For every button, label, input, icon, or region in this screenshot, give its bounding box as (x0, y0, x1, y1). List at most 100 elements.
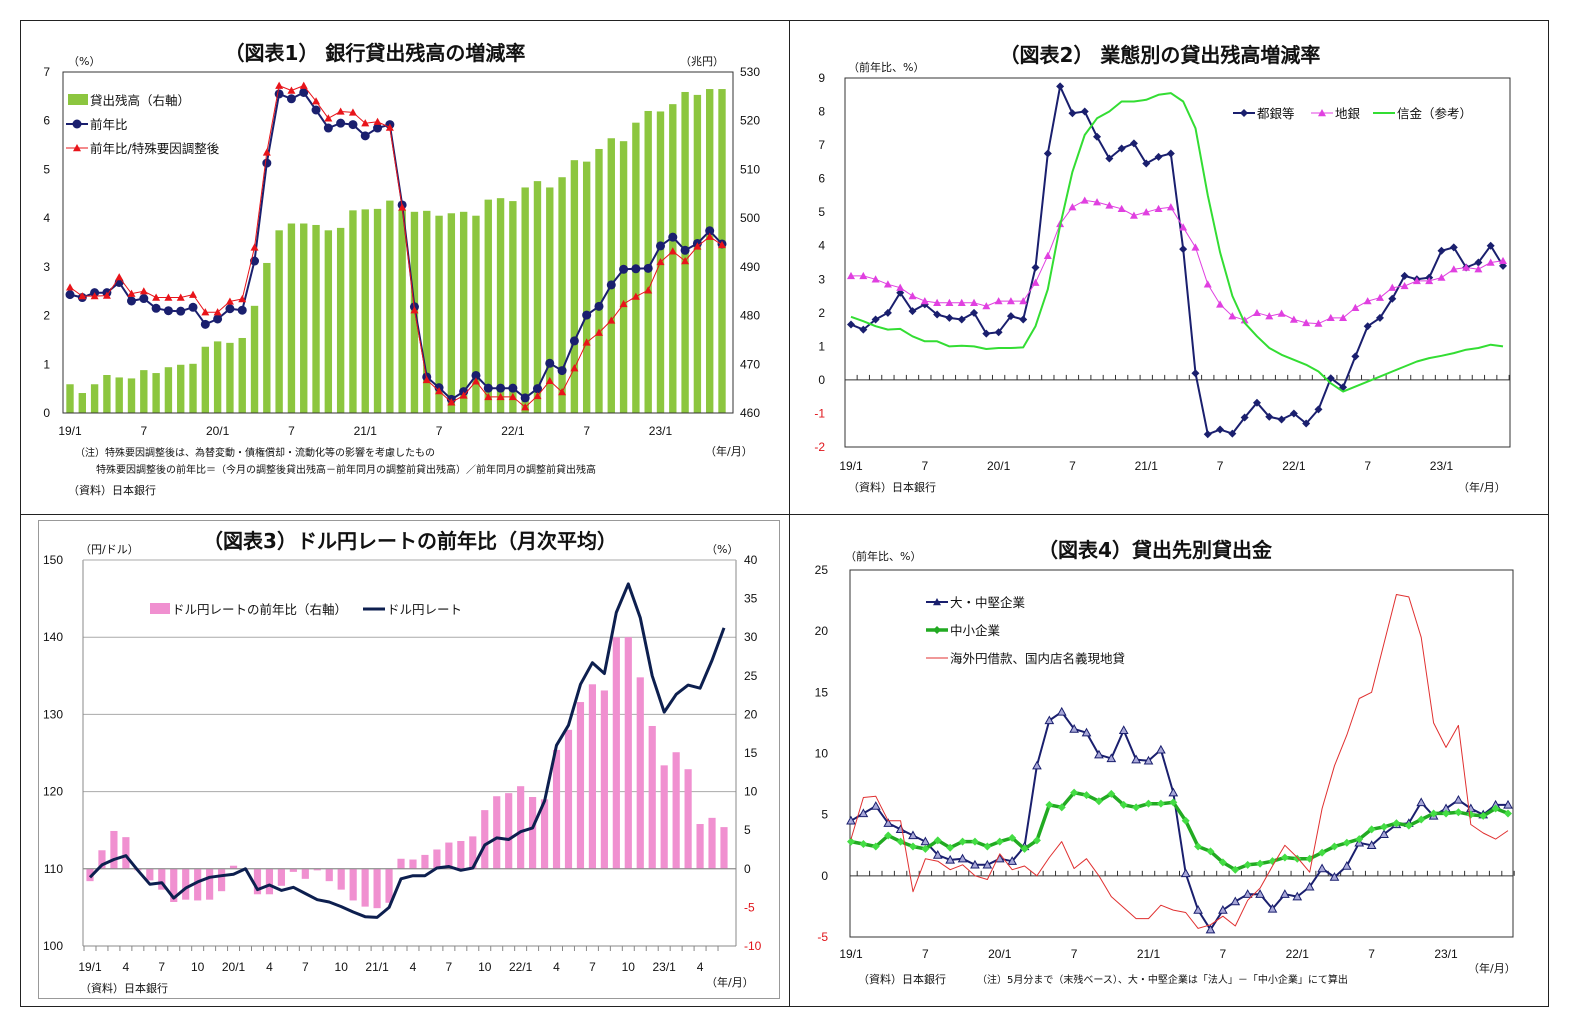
data-point-diamond (1105, 154, 1114, 163)
data-point-diamond (1277, 415, 1286, 424)
data-point-triangle (1019, 297, 1028, 305)
legend-marker (933, 626, 941, 634)
data-point-diamond (1056, 82, 1065, 91)
data-point-diamond (994, 328, 1003, 337)
x-tick-label: 20/1 (222, 960, 246, 974)
data-point-triangle (1363, 297, 1372, 305)
data-point-triangle (957, 298, 966, 306)
data-point-triangle (668, 247, 677, 255)
bar (127, 378, 136, 413)
data-point-triangle (324, 114, 333, 122)
bar (708, 817, 716, 869)
bar (693, 94, 702, 413)
bar (177, 364, 185, 413)
data-point-triangle (1474, 265, 1483, 273)
x-tick-label: 23/1 (653, 960, 677, 974)
data-point-triangle (970, 298, 979, 306)
data-point-triangle (1129, 211, 1138, 219)
bar (275, 230, 283, 413)
data-point-triangle (1166, 203, 1175, 211)
data-point-circle (594, 301, 604, 311)
data-point-diamond (1231, 865, 1240, 874)
data-point-triangle (336, 107, 345, 115)
data-point-diamond (1169, 798, 1178, 807)
bar (337, 868, 345, 890)
data-point-triangle (908, 292, 917, 300)
data-point-circle (631, 264, 641, 274)
data-point-circle (65, 290, 75, 300)
data-point-diamond (1154, 152, 1163, 161)
x-tick-label: 21/1 (1137, 947, 1161, 961)
data-point-triangle (846, 815, 856, 825)
data-point-diamond (1094, 797, 1103, 806)
bar (206, 868, 214, 900)
data-point-triangle (496, 392, 505, 401)
x-tick-label: 7 (1220, 947, 1227, 961)
bar (445, 842, 453, 869)
data-point-diamond (1474, 258, 1483, 267)
y-left-tick-label: 15 (815, 685, 829, 699)
y-right-tick-label: 480 (740, 309, 760, 323)
data-point-triangle (1375, 293, 1384, 301)
data-point-circle (705, 226, 715, 236)
bar (253, 868, 262, 895)
data-point-triangle (1131, 754, 1141, 764)
data-point-diamond (1132, 803, 1141, 812)
data-point-triangle (982, 859, 993, 869)
y-right-tick-label: 30 (744, 630, 758, 644)
data-point-diamond (1252, 398, 1261, 407)
bar (481, 810, 489, 869)
data-point-triangle (1068, 203, 1077, 211)
y-left-tick-label: 140 (43, 630, 63, 644)
bar (238, 337, 246, 413)
data-point-circle (262, 158, 272, 168)
y-left-unit: （円/ドル） (80, 543, 139, 556)
data-point-diamond (1318, 848, 1327, 857)
legend-swatch (150, 603, 170, 614)
data-point-triangle (447, 398, 456, 406)
y-right-tick-label: -10 (744, 939, 762, 953)
data-point-triangle (1242, 889, 1253, 898)
legend-label: 中小企業 (950, 623, 1001, 638)
outer-frame (20, 20, 1549, 1007)
data-point-triangle (1156, 744, 1166, 754)
data-point-triangle (644, 286, 653, 294)
bar (496, 198, 505, 413)
bar (140, 370, 148, 413)
data-point-triangle (582, 338, 591, 346)
data-point-triangle (1154, 204, 1163, 213)
data-point-triangle (1267, 903, 1278, 913)
data-point-diamond (1280, 853, 1289, 862)
bar (558, 177, 566, 413)
bar (484, 199, 492, 413)
footnote: （注）5月分まで（末残ベース）、大・中堅企業は「法人」－「中小企業」にて算出 (977, 973, 1348, 986)
data-point-triangle (312, 97, 321, 105)
data-point-circle (557, 366, 567, 376)
data-point-triangle (945, 854, 956, 864)
y-left-tick-label: 5 (43, 162, 50, 176)
data-point-triangle (348, 108, 357, 116)
x-unit: （年/月） (1468, 961, 1516, 975)
y-left-tick-label: -2 (814, 440, 825, 454)
bar (194, 868, 202, 901)
data-point-triangle (1218, 905, 1228, 914)
data-point-circle (483, 383, 493, 393)
data-point-triangle (545, 376, 554, 385)
x-tick-label: 19/1 (839, 947, 863, 961)
data-point-triangle (982, 302, 991, 310)
bar (533, 181, 542, 413)
data-point-triangle (1093, 198, 1102, 206)
data-point-triangle (933, 298, 942, 306)
x-tick-label: 7 (1069, 459, 1076, 473)
series-line-0 (850, 85, 1504, 436)
bar (435, 215, 443, 413)
data-point-triangle (78, 292, 87, 300)
bar (349, 868, 357, 901)
data-point-triangle (1007, 856, 1017, 865)
data-point-triangle (1302, 318, 1311, 327)
bar (146, 868, 154, 881)
x-tick-label: 21/1 (354, 424, 378, 438)
data-point-triangle (718, 240, 726, 249)
data-point-circle (496, 383, 506, 393)
data-point-diamond (1417, 815, 1426, 824)
